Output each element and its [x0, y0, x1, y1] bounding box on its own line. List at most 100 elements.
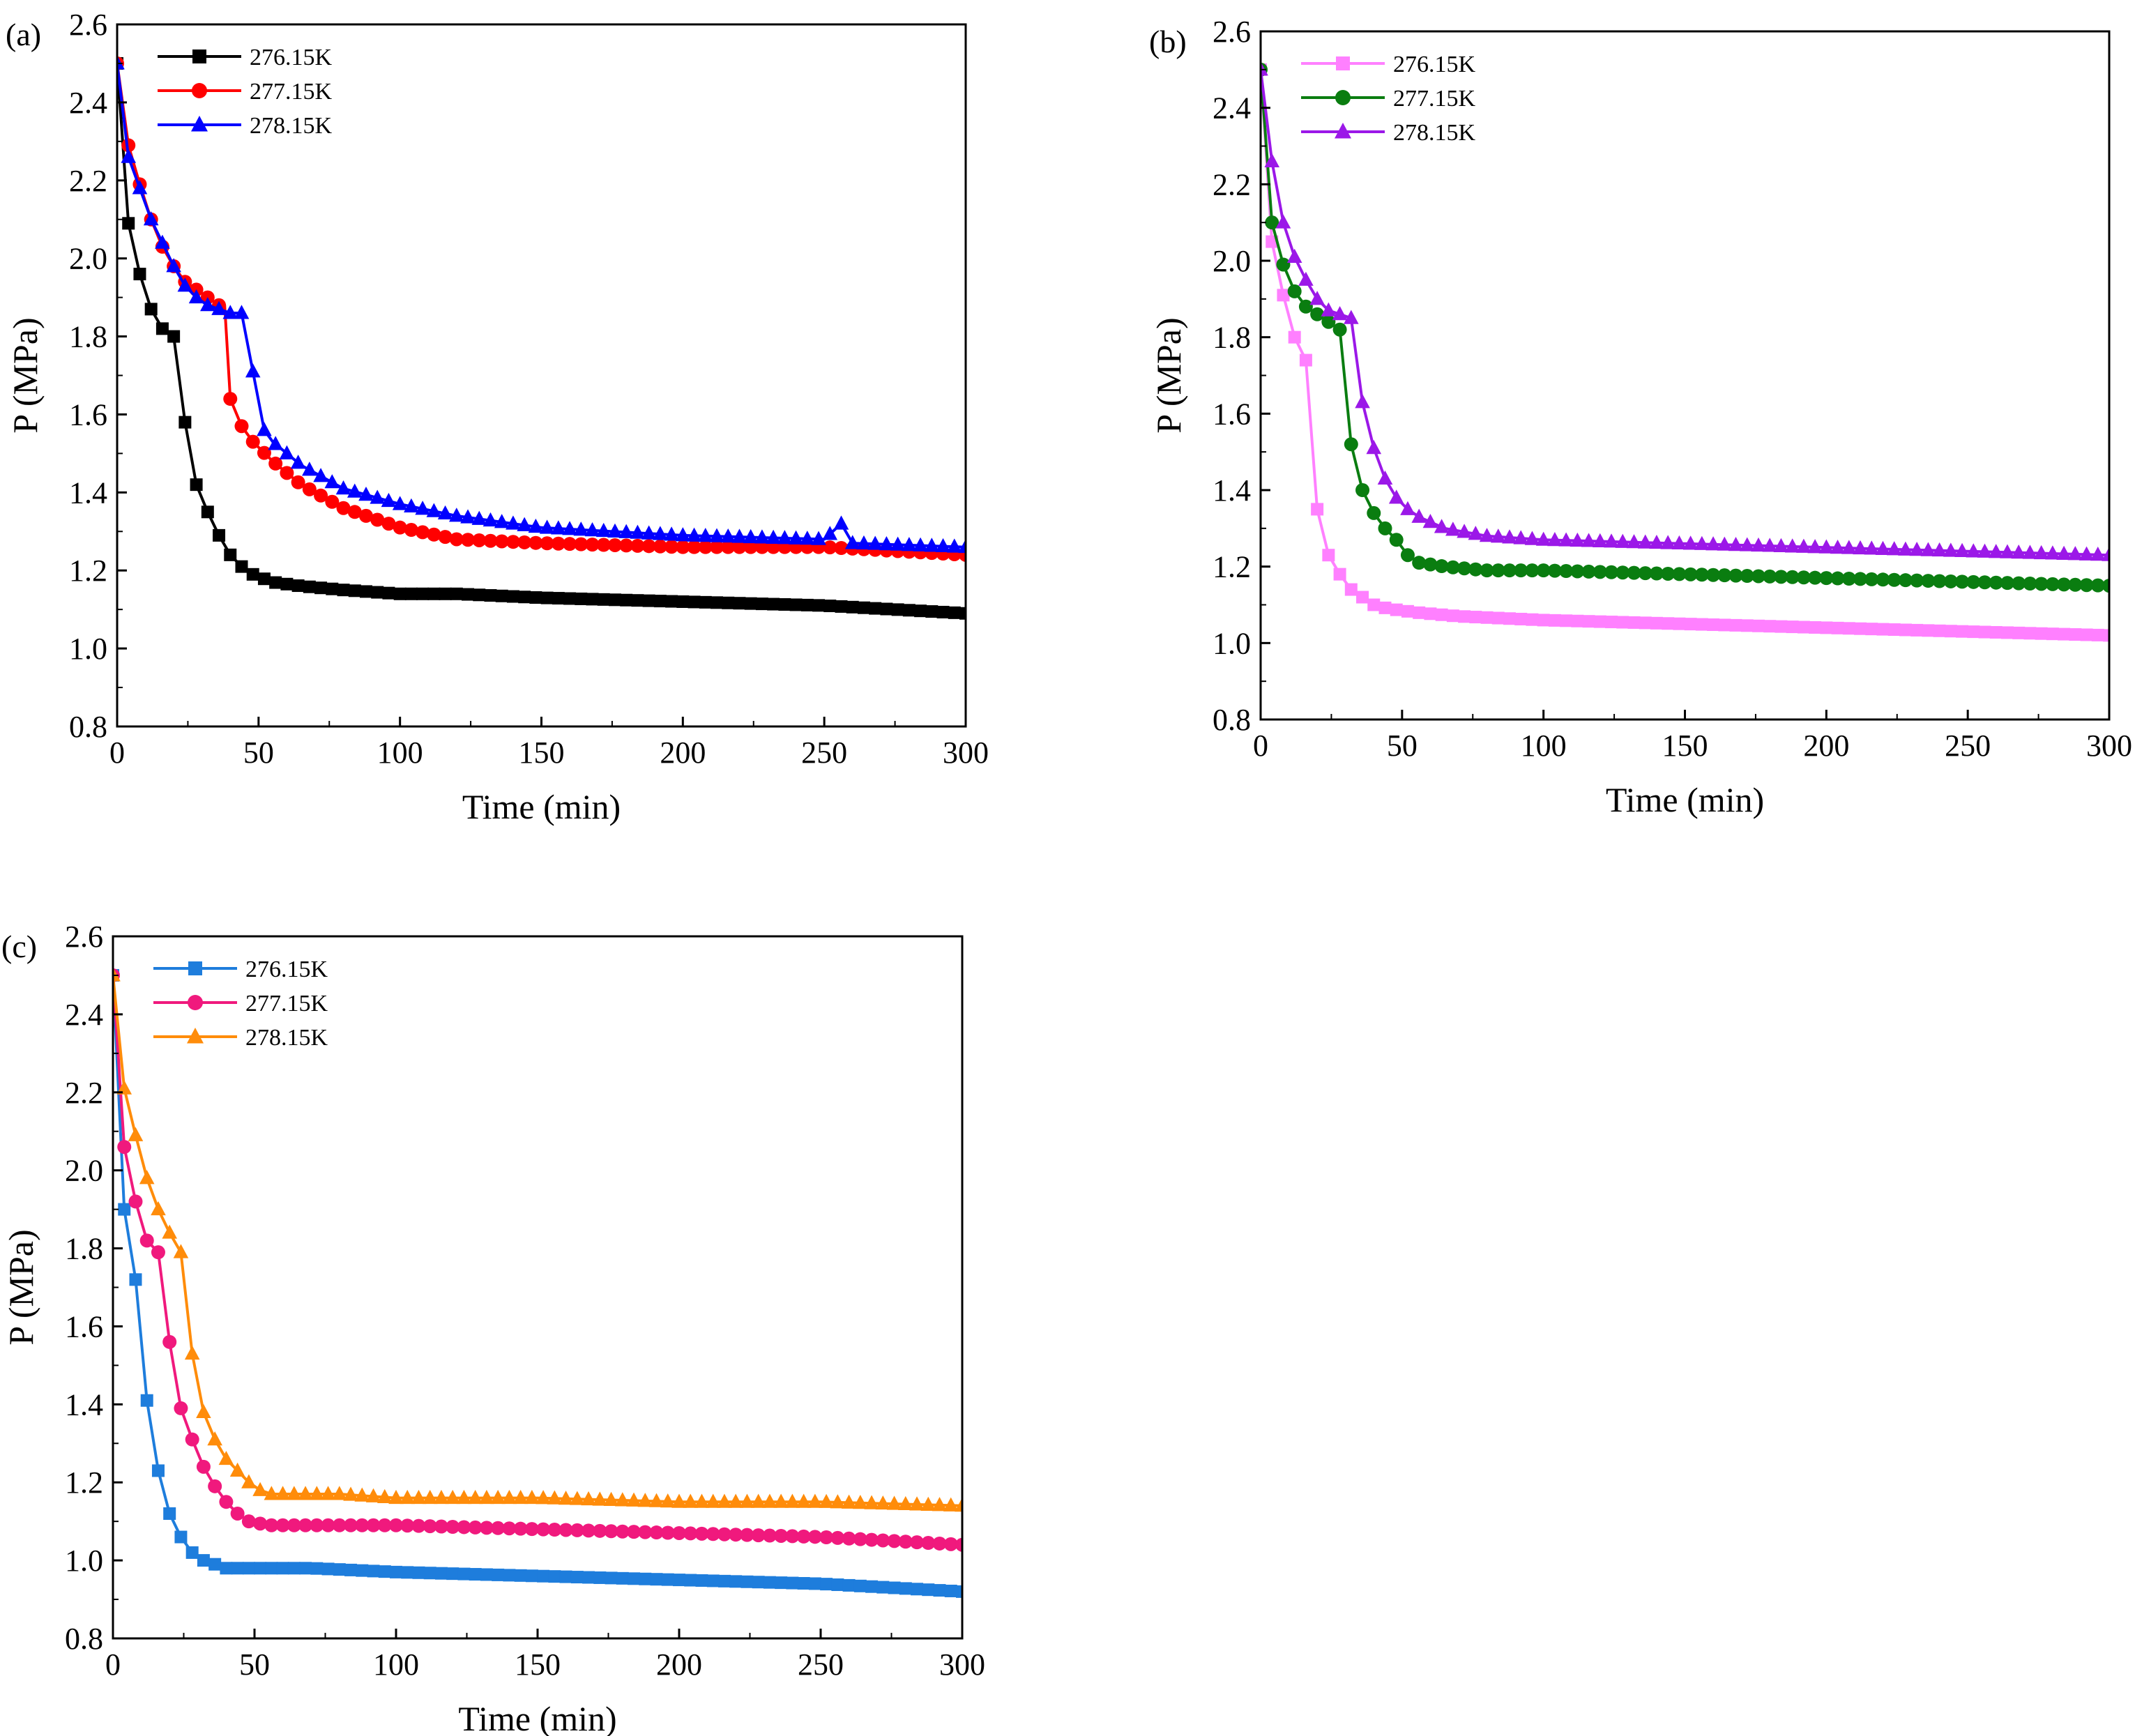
data-point	[139, 1170, 155, 1185]
y-tick-label: 1.0	[69, 632, 107, 666]
data-point	[174, 1401, 188, 1415]
data-point	[1627, 565, 1641, 580]
data-point	[1535, 531, 1551, 546]
data-point	[1739, 537, 1755, 551]
data-point	[484, 589, 497, 602]
data-point	[778, 598, 791, 611]
data-point	[513, 1521, 528, 1536]
data-point	[784, 1493, 800, 1508]
data-point	[220, 1562, 233, 1575]
legend-marker	[1335, 90, 1351, 105]
data-point	[642, 594, 655, 607]
data-point	[582, 1571, 595, 1584]
data-point	[275, 1486, 291, 1500]
data-point	[711, 596, 724, 609]
data-point	[955, 1537, 962, 1552]
data-point	[434, 1489, 449, 1505]
y-tick-label: 1.2	[69, 554, 107, 588]
data-point	[344, 1518, 358, 1532]
data-point	[819, 1530, 834, 1544]
data-point	[880, 602, 893, 616]
x-tick-label: 200	[656, 1647, 702, 1682]
data-point	[886, 1495, 902, 1510]
data-point	[2035, 627, 2048, 640]
data-point	[672, 1525, 686, 1540]
data-point	[456, 1489, 472, 1505]
y-tick-label: 1.4	[1213, 473, 1251, 508]
data-point	[1673, 617, 1686, 630]
data-point	[547, 1523, 562, 1537]
data-point	[1298, 271, 1314, 286]
data-point	[717, 1527, 731, 1541]
x-tick-label: 0	[105, 1647, 121, 1682]
data-point	[1718, 618, 1731, 632]
data-point	[492, 1568, 505, 1581]
data-point	[438, 530, 453, 545]
data-point	[763, 1576, 776, 1589]
data-point	[264, 1486, 280, 1500]
y-tick-label: 2.4	[1213, 91, 1251, 125]
data-point	[879, 536, 895, 551]
data-point	[596, 538, 611, 552]
x-axis-title: Time (min)	[462, 787, 621, 826]
data-point	[762, 1528, 777, 1543]
data-point	[287, 1486, 302, 1500]
y-tick-label: 2.6	[65, 920, 103, 954]
data-point	[1751, 569, 1765, 584]
data-point	[653, 526, 668, 540]
data-point	[1966, 543, 1982, 558]
data-point	[1672, 567, 1687, 581]
data-point	[686, 527, 702, 542]
data-point	[822, 526, 838, 540]
legend: 276.15K 277.15K 278.15K	[1301, 52, 1476, 146]
data-point	[1898, 541, 1913, 556]
data-point	[302, 482, 317, 496]
data-point	[434, 1567, 448, 1580]
data-point	[807, 1493, 823, 1508]
data-point	[423, 1567, 436, 1580]
legend-marker	[192, 50, 206, 63]
data-point	[117, 55, 125, 70]
data-point	[1457, 524, 1472, 538]
data-point	[890, 536, 906, 551]
data-point	[1411, 508, 1427, 523]
data-point	[163, 1507, 176, 1520]
data-point	[1547, 532, 1563, 547]
data-point	[933, 1584, 946, 1597]
data-point	[1605, 616, 1618, 629]
data-point	[524, 1489, 540, 1505]
data-point	[955, 1498, 962, 1512]
y-axis-title: P (MPa)	[6, 317, 45, 433]
data-point	[177, 277, 193, 292]
data-point	[174, 1530, 188, 1544]
data-point	[366, 1518, 381, 1532]
data-point	[275, 1518, 290, 1532]
data-point	[1593, 565, 1607, 579]
data-point	[808, 1577, 821, 1590]
data-point	[2000, 576, 2014, 591]
data-point	[211, 300, 227, 315]
data-point	[739, 1493, 755, 1508]
data-point	[562, 521, 577, 535]
y-tick-label: 1.2	[65, 1465, 103, 1500]
data-point	[257, 446, 271, 460]
data-point	[117, 1140, 132, 1155]
data-point	[222, 305, 238, 319]
data-point	[537, 1569, 550, 1583]
data-point	[1468, 562, 1483, 577]
data-point	[457, 1567, 471, 1581]
data-point	[1977, 575, 1992, 590]
data-point	[1796, 538, 1811, 553]
data-point	[291, 579, 305, 593]
data-point	[1831, 621, 1844, 634]
data-point	[1536, 563, 1551, 578]
data-point	[241, 1474, 257, 1488]
data-point	[2046, 627, 2059, 641]
data-point	[1887, 572, 1901, 587]
data-point	[2012, 626, 2026, 639]
data-point	[378, 1565, 391, 1578]
data-point	[412, 1566, 425, 1579]
data-point	[911, 1583, 924, 1596]
series-277.15K	[113, 968, 962, 1552]
data-point	[755, 597, 768, 611]
